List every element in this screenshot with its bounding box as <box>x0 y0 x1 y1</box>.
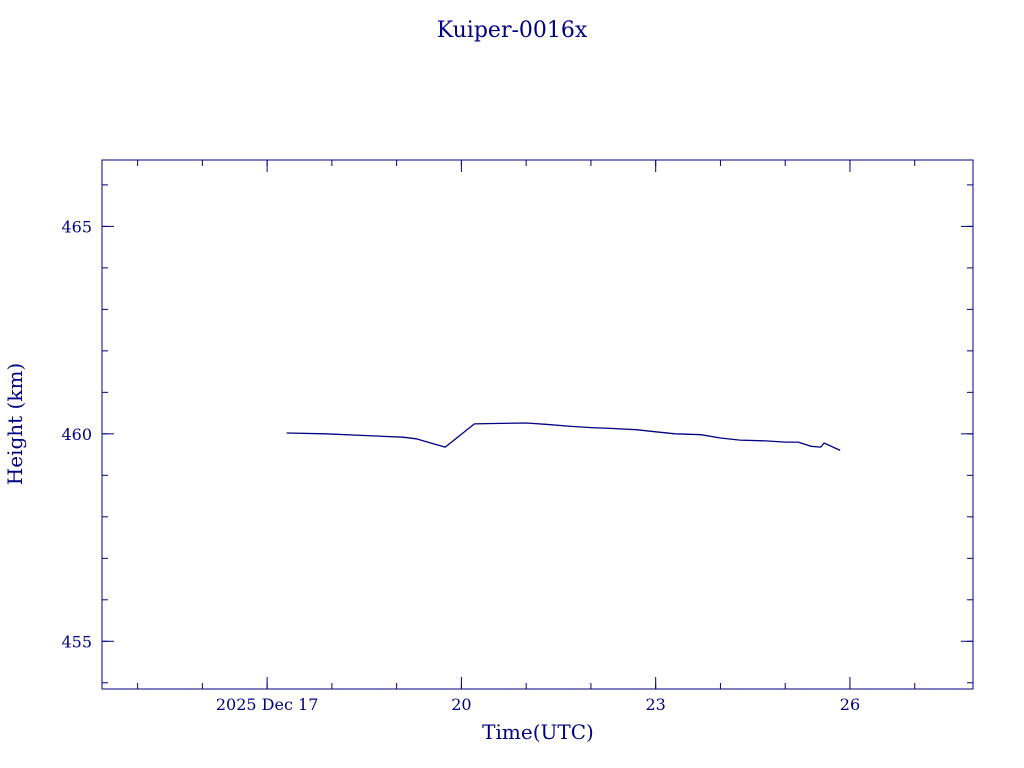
x-tick-label: 23 <box>646 695 666 714</box>
y-axis: 455 460 465 <box>61 217 973 651</box>
y-tick-label: 455 <box>61 632 92 651</box>
y-axis-label: Height (km) <box>3 363 27 485</box>
x-tick-label: 20 <box>451 695 471 714</box>
x-axis: 2025 Dec 17 20 23 26 <box>216 160 860 714</box>
x-axis-label: Time(UTC) <box>482 720 594 744</box>
minor-ticks <box>102 160 973 689</box>
chart-title: Kuiper-0016x <box>437 18 588 43</box>
plot-frame <box>101 159 974 690</box>
x-tick-label: 2025 Dec 17 <box>216 695 319 714</box>
y-tick-label: 465 <box>61 217 92 236</box>
y-tick-label: 460 <box>61 425 92 444</box>
x-tick-label: 26 <box>840 695 860 714</box>
series-line <box>286 422 841 451</box>
